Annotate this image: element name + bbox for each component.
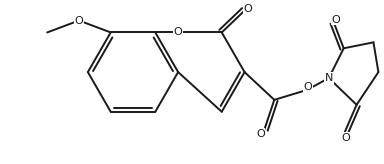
Text: O: O [74,16,83,26]
Text: O: O [243,4,252,14]
Text: O: O [341,133,350,143]
Text: N: N [324,73,333,83]
Text: O: O [256,129,265,139]
Text: O: O [331,15,340,25]
Text: O: O [174,27,182,37]
Text: O: O [304,82,313,92]
